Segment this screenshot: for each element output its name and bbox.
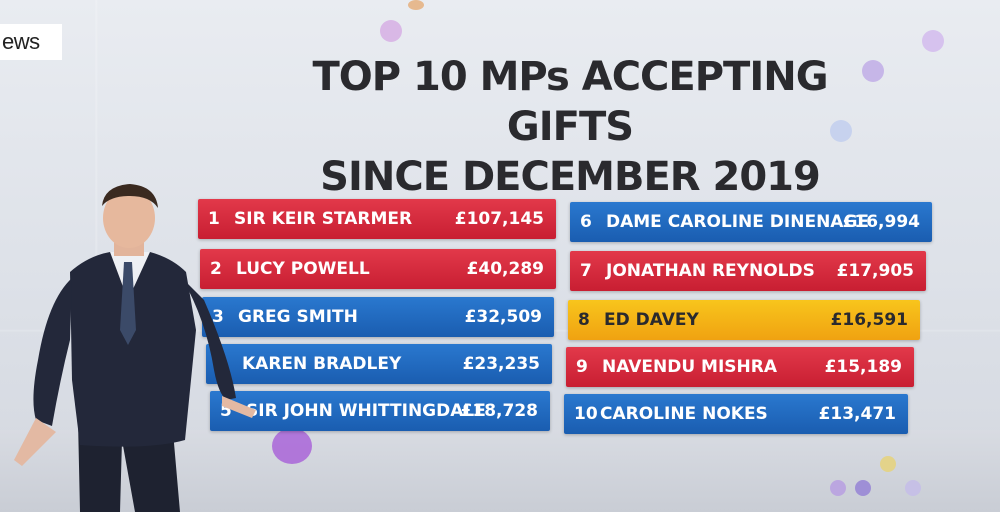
gift-amount: £16,591 (830, 310, 908, 330)
rank-number: 5 (220, 401, 232, 421)
ranking-bar-2: 2 LUCY POWELL £40,289 (200, 249, 556, 289)
mp-name: KAREN BRADLEY (242, 354, 402, 374)
ranking-bar-10: 10 CAROLINE NOKES £13,471 (564, 394, 908, 434)
mp-name: CAROLINE NOKES (600, 404, 768, 424)
mp-name: LUCY POWELL (236, 259, 370, 279)
decor-dot (830, 480, 846, 496)
decor-dot (905, 480, 921, 496)
rank-number: 10 (574, 404, 598, 424)
ranking-bar-1: 1 SIR KEIR STARMER £107,145 (198, 199, 556, 239)
gift-amount: £16,994 (842, 212, 920, 232)
mp-name: ED DAVEY (604, 310, 699, 330)
rank-number: 9 (576, 357, 588, 377)
gift-amount: £40,289 (466, 259, 544, 279)
ranking-bar-4: 4 KAREN BRADLEY £23,235 (206, 344, 552, 384)
gift-amount: £23,235 (462, 354, 540, 374)
rank-number: 8 (578, 310, 590, 330)
gift-amount: £18,728 (460, 401, 538, 421)
presenter-figure (14, 184, 256, 512)
rank-number: 2 (210, 259, 222, 279)
rank-number: 6 (580, 212, 592, 232)
decor-dot (272, 428, 312, 464)
decor-dot (830, 120, 852, 142)
mp-name: SIR KEIR STARMER (234, 209, 413, 229)
decor-dot (880, 456, 896, 472)
gift-amount: £13,471 (818, 404, 896, 424)
gift-amount: £15,189 (824, 357, 902, 377)
rank-number: 3 (212, 307, 224, 327)
graphic-headline: TOP 10 MPs ACCEPTING GIFTS SINCE DECEMBE… (260, 52, 880, 202)
ranking-bar-8: 8 ED DAVEY £16,591 (568, 300, 920, 340)
ranking-bar-9: 9 NAVENDU MISHRA £15,189 (566, 347, 914, 387)
broadcaster-logo: ews (0, 24, 62, 60)
ranking-bar-3: 3 GREG SMITH £32,509 (202, 297, 554, 337)
ranking-bar-5: 5 SIR JOHN WHITTINGDALE £18,728 (210, 391, 550, 431)
gift-amount: £32,509 (464, 307, 542, 327)
mp-name: DAME CAROLINE DINENAGE (606, 212, 870, 232)
decor-dot (855, 480, 871, 496)
mp-name: SIR JOHN WHITTINGDALE (246, 401, 486, 421)
gift-amount: £107,145 (454, 209, 544, 229)
decor-dot (408, 0, 424, 10)
mp-name: NAVENDU MISHRA (602, 357, 778, 377)
headline-line-1: TOP 10 MPs ACCEPTING GIFTS (312, 54, 828, 150)
decor-dot (922, 30, 944, 52)
ranking-bar-6: 6 DAME CAROLINE DINENAGE £16,994 (570, 202, 932, 242)
decor-dot (380, 20, 402, 42)
decor-dot (862, 60, 884, 82)
ranking-bar-7: 7 JONATHAN REYNOLDS £17,905 (570, 251, 926, 291)
gift-amount: £17,905 (836, 261, 914, 281)
rank-number: 1 (208, 209, 220, 229)
rank-number: 7 (580, 261, 592, 281)
mp-name: GREG SMITH (238, 307, 358, 327)
headline-line-2: SINCE DECEMBER 2019 (320, 154, 821, 200)
mp-name: JONATHAN REYNOLDS (606, 261, 815, 281)
